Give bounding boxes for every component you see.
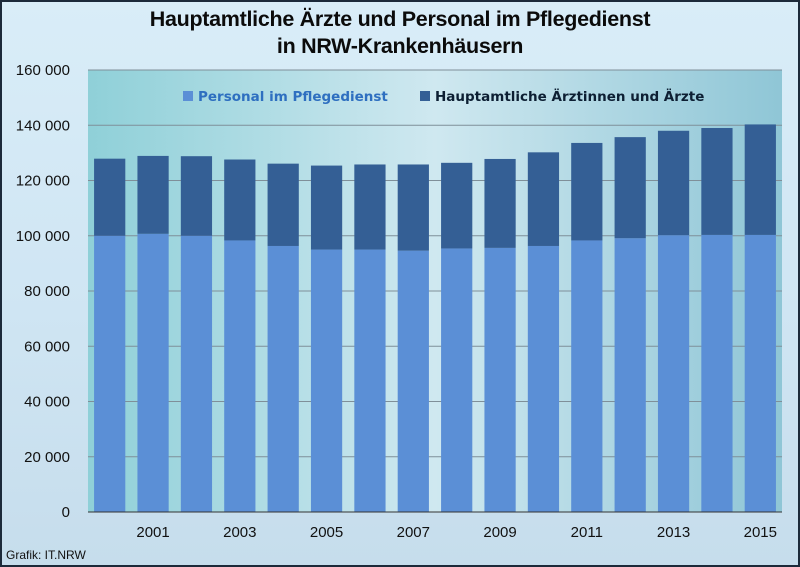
x-tick-label: 2011 (571, 524, 603, 541)
bar-pflegedienst-2006 (354, 249, 386, 512)
bar-pflegedienst-2003 (224, 240, 256, 513)
y-tick-label: 140 000 (16, 117, 70, 134)
x-tick-label: 2003 (223, 524, 256, 541)
x-tick-label: 2001 (136, 524, 169, 541)
legend-swatch-2 (420, 91, 430, 101)
bar-pflegedienst-2001 (137, 233, 169, 512)
y-tick-label: 100 000 (16, 228, 70, 245)
bar-aerzte-2005 (310, 165, 343, 250)
bar-aerzte-2010 (527, 152, 560, 246)
y-tick-label: 60 000 (24, 338, 70, 355)
bar-pflegedienst-2000 (94, 235, 126, 512)
bar-pflegedienst-2007 (397, 250, 429, 513)
x-tick-label: 2007 (397, 524, 430, 541)
bar-aerzte-2001 (137, 155, 169, 234)
bar-aerzte-2003 (224, 159, 256, 241)
bar-pflegedienst-2004 (267, 245, 299, 512)
chart-title-line2: in NRW-Krankenhäusern (276, 34, 524, 58)
y-tick-label: 0 (62, 504, 70, 521)
x-tick-label: 2005 (310, 524, 343, 541)
chart-title-line1: Hauptamtliche Ärzte und Personal im Pfle… (149, 7, 651, 31)
bars (94, 124, 776, 513)
x-tick-label: 2009 (483, 524, 516, 541)
bar-aerzte-2014 (701, 128, 733, 235)
bar-pflegedienst-2013 (657, 235, 690, 512)
chart-title: Hauptamtliche Ärzte und Personal im Pfle… (0, 6, 800, 60)
bar-aerzte-2006 (354, 164, 386, 250)
x-tick-label: 2015 (744, 524, 777, 541)
bar-aerzte-2012 (614, 137, 646, 239)
bar-aerzte-2009 (484, 158, 516, 248)
bar-aerzte-2008 (441, 162, 473, 249)
bar-pflegedienst-2002 (180, 235, 213, 512)
y-axis-ticks: 0 20 000 40 000 60 000 80 000 100 000 120 000 1… (16, 62, 70, 521)
legend-swatch-1 (183, 91, 193, 101)
bar-aerzte-2002 (180, 156, 213, 236)
legend-label-2: Hauptamtliche Ärztinnen und Ärzte (435, 88, 704, 105)
bar-aerzte-2011 (571, 142, 603, 241)
bar-pflegedienst-2011 (571, 240, 603, 513)
legend: Personal im Pflegedienst Hauptamtliche Är… (183, 88, 704, 105)
bar-pflegedienst-2008 (441, 248, 473, 512)
y-tick-label: 160 000 (16, 62, 70, 79)
bar-aerzte-2013 (657, 130, 690, 236)
bar-pflegedienst-2014 (701, 234, 733, 512)
bar-aerzte-2015 (744, 124, 776, 235)
y-tick-label: 80 000 (24, 283, 70, 300)
bar-aerzte-2000 (94, 158, 126, 236)
x-axis-ticks: 2001 2003 2005 2007 2009 2011 2013 2015 (88, 511, 782, 541)
bar-aerzte-2004 (267, 163, 299, 246)
x-tick-label: 2013 (657, 524, 690, 541)
bar-pflegedienst-2005 (310, 249, 343, 512)
y-tick-label: 40 000 (24, 394, 70, 411)
bar-pflegedienst-2015 (744, 234, 776, 512)
y-tick-label: 20 000 (24, 449, 70, 466)
bar-pflegedienst-2010 (527, 245, 560, 512)
bar-pflegedienst-2009 (484, 247, 516, 512)
bar-pflegedienst-2012 (614, 238, 646, 512)
y-tick-label: 120 000 (16, 173, 70, 190)
legend-label-1: Personal im Pflegedienst (198, 89, 388, 105)
source-credit: Grafik: IT.NRW (6, 548, 86, 562)
bar-aerzte-2007 (397, 164, 429, 251)
